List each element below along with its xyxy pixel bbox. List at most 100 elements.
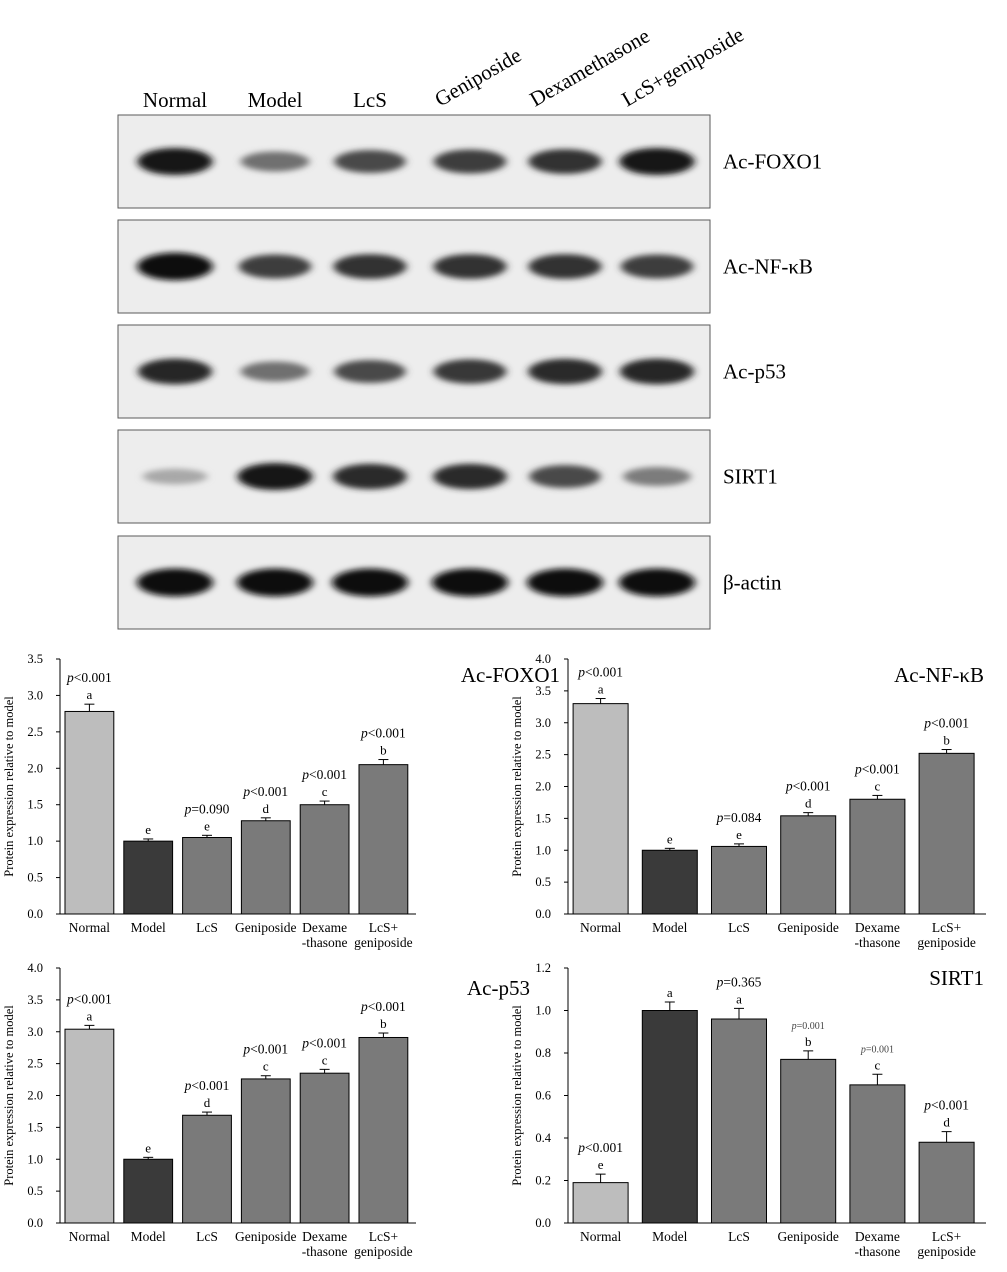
p-value-number: <0.001 (191, 1078, 229, 1093)
p-value-symbol: p (716, 810, 724, 825)
p-value-number: <0.001 (931, 716, 969, 731)
lane-label: Model (248, 88, 303, 112)
p-value-number: <0.001 (793, 779, 831, 794)
p-value-number: =0.090 (191, 801, 229, 816)
bar (641, 849, 698, 915)
p-value: p=0.084 (716, 810, 762, 825)
y-tick-label: 3.5 (27, 652, 43, 666)
significance-letter: e (145, 1140, 151, 1155)
x-tick-label: Model (652, 920, 687, 935)
p-value-symbol: p (66, 991, 74, 1006)
blot-membrane (117, 535, 711, 630)
blot-band (333, 463, 407, 490)
significance-letter: c (875, 778, 881, 793)
blot-band (432, 568, 508, 597)
y-tick-label: 3.5 (535, 684, 551, 698)
p-value-symbol: p (791, 1021, 797, 1032)
y-tick-label: 0.0 (535, 1216, 551, 1230)
blot-membrane (117, 219, 711, 314)
blot-row-label: Ac-p53 (723, 360, 786, 384)
x-tick-label: LcS+ (932, 1229, 961, 1244)
blot-band (433, 149, 507, 174)
bar-chart: 0.0 0.5 1.0 1.5 2.0 2.5 3.0 3.5 Protein expressi… (2, 652, 560, 950)
y-tick-label: 0.8 (535, 1046, 551, 1060)
blot-band (332, 568, 408, 597)
y-tick-label: 0.4 (535, 1131, 551, 1145)
bar (711, 1018, 767, 1224)
p-value-symbol: p (577, 1140, 585, 1155)
p-value-symbol: p (360, 999, 368, 1014)
y-axis-label: Protein expression relative to model (2, 1005, 16, 1186)
blot-band (528, 254, 602, 279)
bar (299, 1072, 350, 1224)
x-tick-label: geniposide (917, 1244, 976, 1259)
x-tick-label: LcS (728, 1229, 750, 1244)
p-value: p<0.001 (66, 991, 112, 1006)
bar (240, 1078, 291, 1224)
p-value-symbol: p (577, 665, 585, 680)
p-value: p<0.001 (785, 779, 831, 794)
p-value-symbol: p (785, 779, 793, 794)
blot-panel: Ac-p53 (117, 324, 786, 419)
blot-band (619, 358, 695, 385)
x-tick-label: geniposide (917, 935, 976, 950)
chart-title: Ac-p53 (467, 976, 530, 1000)
x-tick-label: -thasone (302, 1244, 348, 1259)
y-tick-label: 0.5 (27, 1184, 43, 1198)
p-value-number: <0.001 (862, 761, 900, 776)
y-tick-label: 1.0 (27, 834, 43, 848)
significance-letter: a (736, 991, 742, 1006)
bar (849, 798, 906, 915)
significance-letter: d (263, 801, 270, 816)
p-value: p=0.001 (791, 1021, 825, 1032)
significance-letter: d (805, 796, 812, 811)
p-value-symbol: p (854, 761, 862, 776)
p-value-number: <0.001 (368, 726, 406, 741)
p-value: p<0.001 (242, 784, 288, 799)
p-value-symbol: p (923, 1098, 931, 1113)
significance-letter: e (204, 818, 210, 833)
p-value: p<0.001 (923, 716, 969, 731)
y-tick-label: 3.5 (27, 993, 43, 1007)
y-tick-label: 1.0 (535, 1004, 551, 1018)
x-tick-label: -thasone (302, 935, 348, 950)
y-tick-label: 3.0 (535, 716, 551, 730)
blot-band (238, 254, 312, 279)
p-value: p<0.001 (577, 665, 623, 680)
p-value: p<0.001 (360, 999, 406, 1014)
bar (64, 1028, 115, 1224)
p-value-symbol: p (66, 670, 74, 685)
p-value-number: =0.365 (723, 974, 761, 989)
significance-letter: e (145, 822, 151, 837)
bar (780, 815, 837, 915)
significance-letter: e (598, 1157, 604, 1172)
y-tick-label: 4.0 (535, 652, 551, 666)
y-tick-label: 2.5 (27, 1057, 43, 1071)
p-value: p<0.001 (301, 1035, 347, 1050)
p-value-symbol: p (860, 1044, 866, 1055)
x-tick-label: -thasone (855, 935, 901, 950)
bar (358, 764, 409, 915)
bar (123, 1158, 174, 1224)
blot-band (334, 360, 406, 383)
p-value: p<0.001 (184, 1078, 230, 1093)
blot-band (142, 468, 208, 485)
x-tick-label: LcS (196, 1229, 218, 1244)
p-value-number: =0.001 (797, 1021, 825, 1032)
x-tick-label: Normal (69, 1229, 110, 1244)
blot-panel: Ac-NF-κB (117, 219, 813, 314)
blot-band (433, 254, 507, 279)
blot-membrane (117, 114, 711, 209)
bar (918, 752, 975, 915)
y-tick-label: 3.0 (27, 688, 43, 702)
blot-row-label: Ac-NF-κB (723, 255, 813, 279)
significance-letter: e (667, 831, 673, 846)
bar-chart: 0.0 0.5 1.0 1.5 2.0 2.5 3.0 3.5 4.0 Protein expre… (510, 652, 986, 950)
blot-band (137, 252, 213, 281)
bar-charts-figure: 0.0 0.5 1.0 1.5 2.0 2.5 3.0 3.5 Protein expressi… (2, 652, 986, 1259)
blot-band (334, 150, 406, 173)
blot-band (620, 254, 694, 279)
y-tick-label: 2.5 (535, 748, 551, 762)
p-value: p=0.090 (184, 801, 230, 816)
p-value: p<0.001 (360, 726, 406, 741)
